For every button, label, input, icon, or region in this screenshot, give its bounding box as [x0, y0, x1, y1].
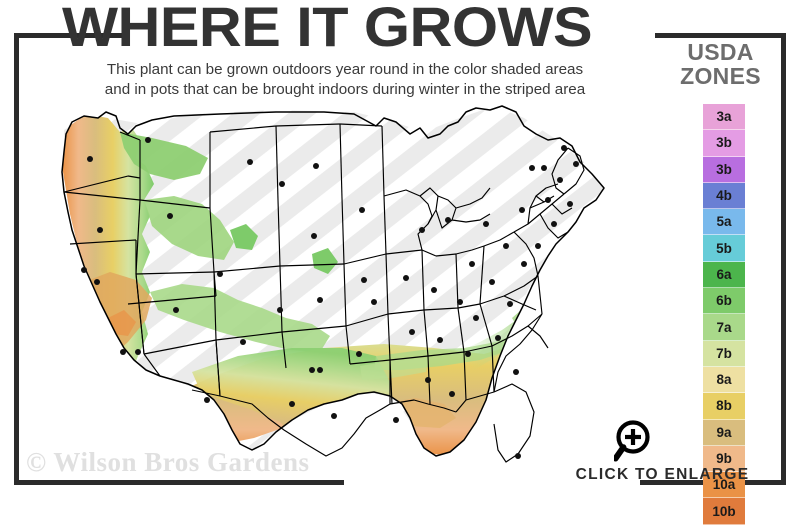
state-borders	[61, 105, 605, 463]
legend-zone-label: 3b	[716, 161, 732, 177]
legend-zone-8b: 8b	[703, 393, 745, 420]
legend-zone-label: 3b	[716, 135, 732, 151]
city-dots	[81, 137, 579, 459]
usda-zone-legend: 3a 3b 3b 4b 5a 5b 6a 6b 7a 7b 8a 8b 9a 9b 10a 10b	[703, 104, 745, 525]
watermark: © Wilson Bros Gardens	[26, 447, 310, 477]
legend-zone-label: 5b	[716, 240, 732, 256]
legend-zone-6b: 6b	[703, 288, 745, 315]
legend-title-line-1: USDA	[687, 39, 754, 65]
frame-bottom-left-segment	[14, 480, 344, 485]
click-to-enlarge-label[interactable]: CLICK TO ENLARGE	[575, 466, 750, 483]
legend-zone-label: 4b	[716, 188, 732, 204]
legend-zone-9b: 9b	[703, 445, 745, 473]
frame-top-left-segment	[14, 33, 130, 38]
legend-zone-label: 6a	[716, 266, 732, 282]
legend-zone-3b-alt: 3b	[703, 156, 745, 183]
legend-title-line-2: ZONES	[680, 63, 761, 89]
frame-left-segment	[14, 33, 19, 485]
frame-right-segment	[781, 33, 786, 485]
magnifier-plus-icon[interactable]	[612, 418, 660, 464]
usda-zone-map[interactable]	[24, 104, 644, 464]
legend-zone-10b: 10b	[703, 498, 745, 525]
legend-zone-5a: 5a	[703, 209, 745, 236]
legend-zone-6a: 6a	[703, 261, 745, 289]
legend-zone-label: 3a	[716, 109, 732, 125]
legend-title: USDA ZONES	[655, 40, 786, 88]
legend-zone-label: 7b	[716, 345, 732, 361]
subtitle-line-1: This plant can be grown outdoors year ro…	[106, 61, 584, 78]
legend-zone-label: 9b	[716, 451, 732, 466]
legend-zone-3a: 3a	[703, 104, 745, 131]
legend-zone-label: 5a	[716, 214, 732, 230]
legend-zone-4b: 4b	[703, 182, 745, 210]
subtitle: This plant can be grown outdoors year ro…	[55, 60, 635, 100]
legend-zone-label: 10b	[712, 503, 736, 519]
legend-zone-label: 6b	[716, 293, 732, 309]
legend-zone-8a: 8a	[703, 366, 745, 394]
legend-zone-7b: 7b	[703, 340, 745, 367]
legend-zone-10a: 10a	[703, 472, 745, 499]
legend-zone-7a: 7a	[703, 314, 745, 341]
map-svg	[61, 105, 606, 463]
legend-zone-label: 8a	[716, 372, 732, 388]
legend-zone-5b: 5b	[703, 235, 745, 262]
legend-zone-3b: 3b	[703, 130, 745, 157]
legend-zone-label: 7a	[716, 319, 732, 335]
legend-zone-9a: 9a	[703, 419, 745, 446]
legend-zone-label: 10a	[712, 477, 736, 493]
legend-zone-label: 9a	[716, 424, 732, 440]
frame-top-right-segment	[655, 33, 786, 38]
legend-zone-label: 8b	[716, 398, 732, 414]
page-title: WHERE IT GROWS	[62, 0, 593, 58]
subtitle-line-2: and in pots that can be brought indoors …	[104, 81, 586, 98]
